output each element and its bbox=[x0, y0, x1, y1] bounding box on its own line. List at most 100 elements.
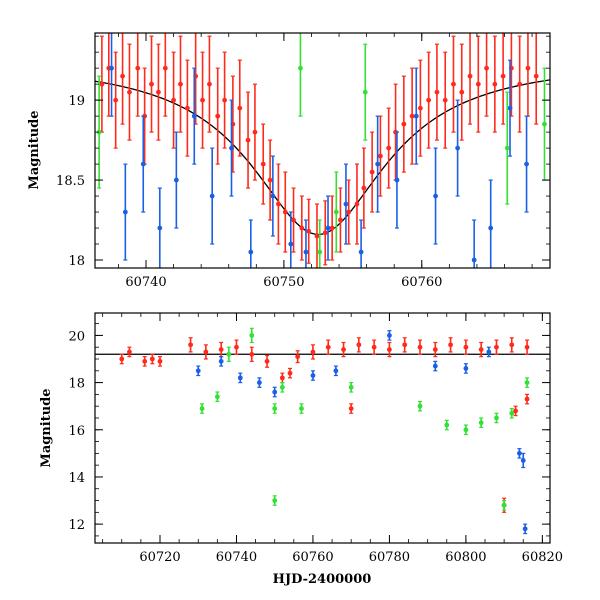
y-tick-label: 18 bbox=[68, 377, 85, 392]
data-point bbox=[517, 448, 522, 459]
data-point bbox=[157, 187, 163, 268]
data-point bbox=[478, 341, 484, 358]
data-point bbox=[245, 91, 251, 189]
data-point bbox=[267, 139, 273, 221]
data-point bbox=[354, 163, 360, 245]
data-point bbox=[310, 344, 316, 360]
data-point bbox=[222, 51, 228, 149]
data-point bbox=[509, 407, 515, 419]
data-point bbox=[387, 341, 392, 358]
data-point bbox=[413, 67, 419, 165]
data-point bbox=[199, 403, 205, 414]
data-point bbox=[448, 337, 453, 353]
data-point bbox=[488, 179, 494, 268]
y-tick-label: 18.5 bbox=[56, 174, 85, 189]
data-point bbox=[203, 344, 209, 360]
top-panel: 60740 60750 60760 18 18.5 19 Magnitude bbox=[27, 32, 551, 290]
data-point bbox=[504, 91, 510, 205]
data-point bbox=[361, 147, 367, 229]
data-point bbox=[517, 35, 523, 133]
data-point bbox=[509, 337, 515, 353]
data-point bbox=[463, 339, 469, 355]
data-point bbox=[451, 35, 456, 133]
data-point bbox=[260, 123, 266, 205]
data-point bbox=[432, 341, 438, 358]
top-plot-frame bbox=[94, 32, 551, 269]
data-point bbox=[524, 377, 530, 388]
data-point bbox=[463, 424, 469, 436]
bottom-y-axis-label: Magnitude bbox=[39, 388, 54, 467]
y-tick-label: 20 bbox=[68, 329, 85, 344]
data-point bbox=[314, 203, 320, 268]
data-point bbox=[325, 195, 331, 261]
data-point bbox=[525, 33, 531, 117]
data-point bbox=[325, 339, 331, 355]
data-point bbox=[291, 187, 296, 253]
data-point bbox=[478, 417, 484, 429]
data-point bbox=[214, 391, 220, 403]
data-point bbox=[524, 339, 530, 355]
data-point bbox=[494, 339, 499, 355]
data-point bbox=[522, 523, 528, 535]
data-point bbox=[475, 35, 481, 133]
data-point bbox=[322, 200, 328, 266]
data-point bbox=[341, 341, 346, 358]
x-tick-label: 60740 bbox=[216, 550, 257, 565]
data-point bbox=[471, 219, 477, 268]
bottom-x-axis-label: HJD-2400000 bbox=[273, 572, 372, 587]
data-point bbox=[237, 372, 243, 384]
data-point bbox=[249, 346, 255, 362]
data-point bbox=[542, 67, 547, 181]
data-point bbox=[171, 51, 176, 149]
data-point bbox=[409, 67, 415, 165]
model-curve bbox=[95, 79, 550, 236]
data-point bbox=[282, 171, 288, 253]
data-point bbox=[120, 33, 125, 125]
data-point bbox=[378, 115, 383, 197]
data-point bbox=[270, 155, 276, 237]
data-point bbox=[455, 99, 461, 197]
x-tick-label: 60800 bbox=[445, 550, 486, 565]
data-point bbox=[434, 43, 440, 141]
data-point bbox=[494, 412, 499, 424]
x-tick-label: 60740 bbox=[125, 275, 166, 290]
data-point bbox=[348, 403, 354, 414]
data-point bbox=[484, 33, 489, 117]
data-point bbox=[442, 51, 448, 149]
data-point bbox=[417, 400, 423, 412]
data-point bbox=[387, 330, 392, 341]
data-point bbox=[264, 354, 270, 368]
data-point bbox=[113, 51, 119, 149]
data-point bbox=[507, 59, 513, 157]
data-point bbox=[178, 35, 183, 133]
top-y-axis-label: Magnitude bbox=[27, 110, 42, 189]
x-tick-label: 60820 bbox=[522, 550, 563, 565]
data-point bbox=[501, 499, 507, 511]
data-point bbox=[207, 35, 212, 133]
data-point bbox=[119, 353, 125, 365]
data-point bbox=[500, 33, 506, 125]
data-point bbox=[157, 356, 163, 367]
data-point bbox=[135, 33, 141, 117]
data-point bbox=[288, 211, 294, 268]
data-point bbox=[433, 147, 438, 245]
data-point bbox=[195, 365, 201, 377]
data-point bbox=[122, 163, 128, 261]
data-point bbox=[299, 403, 304, 414]
data-point bbox=[375, 115, 381, 213]
bottom-plot-frame bbox=[94, 312, 551, 544]
data-point bbox=[237, 59, 243, 157]
data-point bbox=[444, 419, 450, 431]
data-point bbox=[513, 405, 518, 417]
data-point bbox=[229, 99, 234, 197]
x-tick-label: 60760 bbox=[292, 550, 333, 565]
data-point bbox=[417, 59, 423, 157]
data-point bbox=[298, 33, 303, 117]
data-point bbox=[306, 198, 312, 264]
data-point bbox=[156, 43, 161, 141]
data-point bbox=[99, 35, 105, 133]
data-point bbox=[295, 350, 301, 364]
data-point bbox=[338, 187, 343, 253]
data-point bbox=[279, 372, 285, 384]
y-tick-label: 18 bbox=[68, 254, 85, 269]
